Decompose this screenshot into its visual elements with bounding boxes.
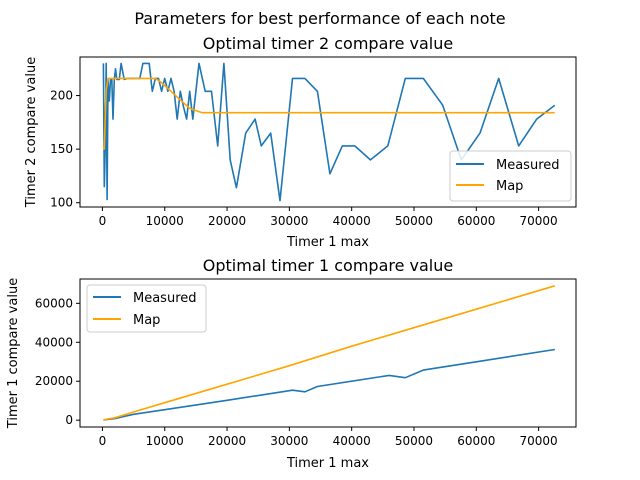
y-tick-label: 40000 bbox=[35, 335, 73, 349]
x-tick-label: 40000 bbox=[333, 434, 371, 448]
legend-label-measured: Measured bbox=[496, 158, 560, 173]
figure-suptitle: Parameters for best performance of each … bbox=[134, 9, 505, 28]
chart-title: Optimal timer 2 compare value bbox=[203, 34, 453, 53]
y-tick-label: 200 bbox=[50, 89, 73, 103]
tick-labels: 0 10000 20000 30000 40000 50000 60000 70000 0 200… bbox=[35, 296, 558, 448]
legend-label-map: Map bbox=[133, 313, 160, 328]
legend: Measured Map bbox=[86, 284, 207, 333]
tick-marks bbox=[76, 302, 540, 431]
x-tick-label: 50000 bbox=[395, 214, 433, 228]
x-tick-label: 0 bbox=[99, 214, 107, 228]
chart-title: Optimal timer 1 compare value bbox=[203, 256, 453, 275]
legend-label-map: Map bbox=[496, 179, 523, 194]
legend-label-measured: Measured bbox=[133, 291, 197, 306]
y-tick-label: 0 bbox=[65, 413, 73, 427]
tick-marks bbox=[76, 95, 540, 211]
x-tick-label: 20000 bbox=[208, 434, 246, 448]
x-tick-label: 60000 bbox=[457, 214, 495, 228]
x-tick-label: 10000 bbox=[146, 434, 184, 448]
x-axis-label: Timer 1 max bbox=[286, 235, 369, 250]
y-tick-label: 20000 bbox=[35, 374, 73, 388]
x-tick-label: 60000 bbox=[457, 434, 495, 448]
x-tick-label: 50000 bbox=[395, 434, 433, 448]
plot-frame bbox=[79, 56, 577, 208]
x-tick-label: 30000 bbox=[270, 434, 308, 448]
plot-frame bbox=[79, 278, 577, 428]
series-line-map bbox=[103, 285, 556, 421]
x-tick-label: 10000 bbox=[146, 214, 184, 228]
series-line-measured bbox=[103, 348, 555, 421]
series-group bbox=[103, 285, 556, 421]
x-tick-label: 20000 bbox=[208, 214, 246, 228]
y-tick-label: 150 bbox=[50, 142, 73, 156]
y-axis-label: Timer 1 compare value bbox=[6, 278, 21, 429]
y-tick-label: 100 bbox=[50, 196, 73, 210]
x-tick-label: 0 bbox=[99, 434, 107, 448]
chart-timer2: Optimal timer 2 compare value 0 10000 2000… bbox=[24, 34, 577, 250]
y-axis-label: Timer 2 compare value bbox=[24, 57, 39, 208]
x-tick-label: 30000 bbox=[270, 214, 308, 228]
x-tick-label: 70000 bbox=[520, 434, 558, 448]
series-line-measured bbox=[102, 62, 556, 202]
series-line-map bbox=[102, 77, 555, 150]
chart-timer1: Optimal timer 1 compare value 0 10000 2000… bbox=[6, 256, 577, 471]
x-tick-label: 40000 bbox=[333, 214, 371, 228]
x-tick-label: 70000 bbox=[520, 214, 558, 228]
tick-labels: 0 10000 20000 30000 40000 50000 60000 70000 100 1… bbox=[50, 89, 558, 228]
series-group bbox=[102, 62, 556, 202]
x-axis-label: Timer 1 max bbox=[286, 456, 369, 471]
y-tick-label: 60000 bbox=[35, 296, 73, 310]
legend: Measured Map bbox=[449, 150, 572, 202]
